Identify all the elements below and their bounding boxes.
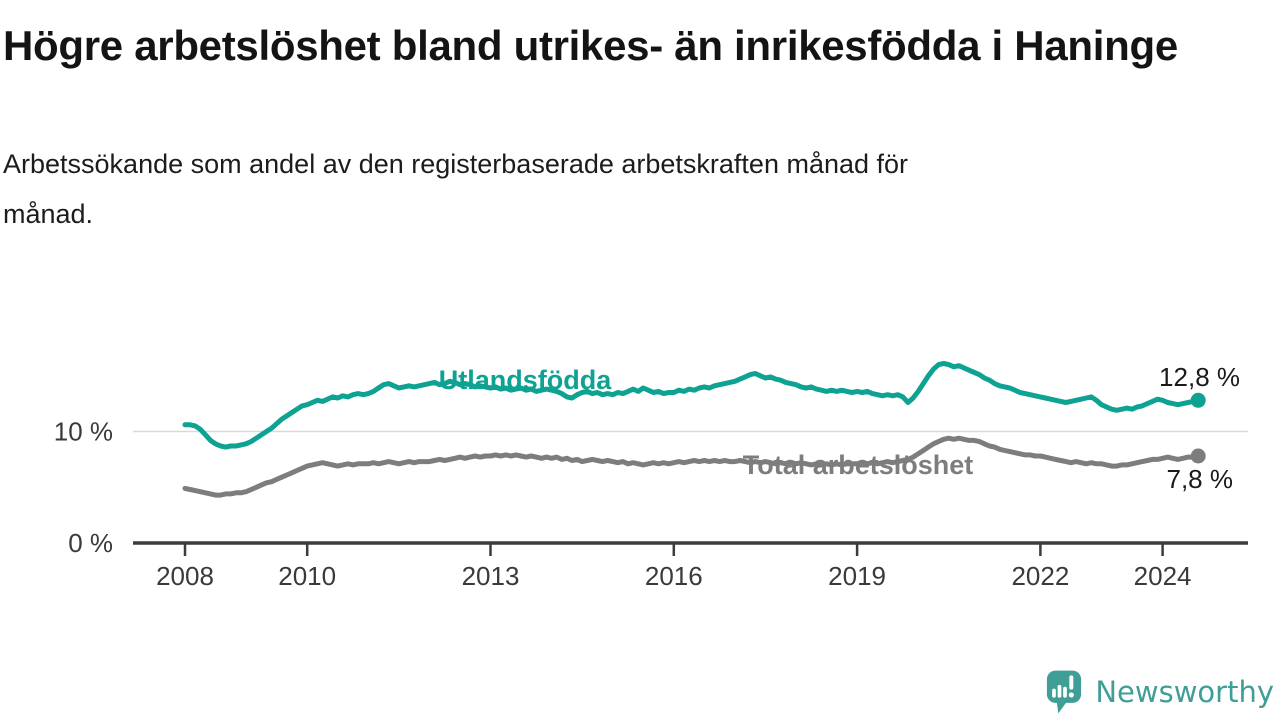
series-line-0 bbox=[182, 361, 1201, 450]
chart-series bbox=[182, 361, 1206, 498]
series-label-utlandsfodda: Utlandsfödda bbox=[439, 365, 612, 395]
series-end-dot-0 bbox=[1190, 392, 1206, 408]
x-tick-label: 2022 bbox=[1011, 561, 1069, 591]
newsworthy-logo: Newsworthy bbox=[1045, 668, 1274, 715]
x-tick-label: 2024 bbox=[1134, 561, 1192, 591]
series-end-dot-1 bbox=[1190, 448, 1206, 464]
series-line-1 bbox=[182, 435, 1201, 498]
chart-labels: Utlandsfödda Total arbetslöshet 12,8 % 7… bbox=[439, 362, 1240, 494]
end-value-label-total: 7,8 % bbox=[1167, 464, 1234, 494]
newsworthy-logo-icon bbox=[1047, 670, 1082, 714]
x-tick-label: 2019 bbox=[828, 561, 886, 591]
y-tick-label: 10 % bbox=[54, 417, 113, 447]
x-tick-label: 2013 bbox=[462, 561, 520, 591]
series-label-total-arbetsloshet: Total arbetslöshet bbox=[743, 450, 974, 480]
page-title: Högre arbetslöshet bland utrikes- än inr… bbox=[3, 22, 1178, 69]
newsworthy-logo-text: Newsworthy bbox=[1095, 674, 1274, 709]
chart-axes: 0 % 10 % 2008 2010 2013 2016 2019 2022 2024 bbox=[54, 417, 1248, 591]
page-subtitle: Arbetssökande som andel av den registerb… bbox=[3, 149, 909, 229]
x-tick-label: 2016 bbox=[645, 561, 703, 591]
line-chart: 0 % 10 % 2008 2010 2013 2016 2019 2022 2024 Utla… bbox=[54, 361, 1248, 591]
x-tick-label: 2008 bbox=[156, 561, 214, 591]
end-value-label-utlandsfodda: 12,8 % bbox=[1159, 362, 1240, 392]
y-tick-label: 0 % bbox=[68, 528, 113, 558]
x-tick-label: 2010 bbox=[278, 561, 336, 591]
chart-page: Högre arbetslöshet bland utrikes- än inr… bbox=[0, 18, 1280, 720]
